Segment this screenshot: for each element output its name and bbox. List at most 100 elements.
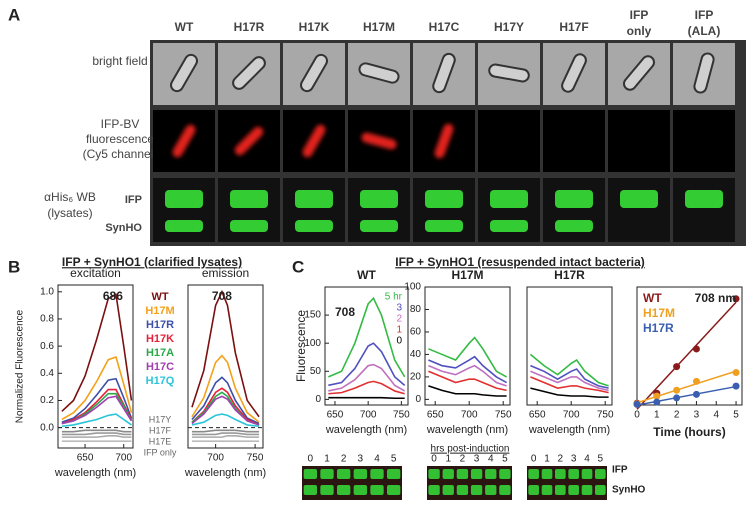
row-label: αHis₆ WB bbox=[44, 190, 96, 204]
spectrum-line bbox=[61, 395, 133, 425]
fluorescent-cell bbox=[234, 126, 264, 156]
annotation: 686 bbox=[103, 289, 123, 303]
spectrum-line bbox=[428, 370, 507, 392]
y-tick-label: 0 bbox=[315, 394, 321, 405]
y-axis-label: Normalized Fluorescence bbox=[15, 309, 26, 423]
blot-image bbox=[543, 178, 605, 242]
x-axis-label: wavelength (nm) bbox=[528, 424, 610, 436]
lane-label: 0 bbox=[531, 454, 537, 465]
annotation: 708 bbox=[212, 289, 232, 303]
panel-letter: B bbox=[8, 257, 20, 276]
data-point bbox=[692, 390, 700, 398]
cell bbox=[561, 53, 587, 93]
blot-band bbox=[685, 190, 723, 208]
spectrum-line bbox=[428, 355, 507, 384]
data-point bbox=[633, 400, 641, 408]
lane-label: 3 bbox=[571, 454, 577, 465]
lane-label: 5 bbox=[391, 454, 397, 465]
fluorescent-cell bbox=[361, 132, 397, 150]
column-header: H17M bbox=[363, 20, 395, 34]
gel-band bbox=[456, 485, 469, 495]
lane-label: 2 bbox=[558, 454, 564, 465]
x-tick-label: 750 bbox=[247, 453, 264, 464]
legend-entry: 2 bbox=[396, 314, 402, 325]
gel-band bbox=[470, 469, 483, 479]
lane-label: 0 bbox=[431, 454, 437, 465]
spectrum-line bbox=[530, 376, 609, 394]
legend-entry: 0 bbox=[396, 336, 402, 347]
y-tick-label: 100 bbox=[304, 338, 321, 349]
cell bbox=[623, 55, 655, 91]
row-label: (lysates) bbox=[47, 206, 92, 220]
y-tick-label: 0 bbox=[415, 394, 421, 405]
fit-line bbox=[636, 301, 737, 410]
blot-image bbox=[218, 178, 280, 242]
x-axis-label: wavelength (nm) bbox=[426, 424, 508, 436]
column-header: H17C bbox=[429, 20, 460, 34]
lane-label: 3 bbox=[474, 454, 480, 465]
legend-entry: H17M bbox=[145, 305, 174, 317]
legend-entry: 5 hr bbox=[385, 292, 403, 303]
spectrum-line bbox=[191, 354, 260, 423]
gel-band bbox=[499, 469, 511, 479]
gel-band bbox=[387, 485, 401, 495]
gel-band bbox=[337, 485, 351, 495]
gel-band bbox=[568, 485, 579, 495]
panel-letter: C bbox=[292, 257, 304, 276]
cell bbox=[358, 62, 400, 84]
cell bbox=[232, 56, 266, 90]
data-point bbox=[732, 369, 740, 377]
x-tick-label: 700 bbox=[115, 453, 132, 464]
cell bbox=[170, 53, 198, 93]
data-point bbox=[653, 398, 661, 406]
column-header: H17Y bbox=[494, 20, 524, 34]
y-tick-label: 0.4 bbox=[40, 368, 54, 379]
band-label: IFP bbox=[612, 465, 628, 476]
x-tick-label: 700 bbox=[207, 453, 224, 464]
blot-image bbox=[153, 178, 215, 242]
chart-title: excitation bbox=[70, 266, 121, 280]
blot-band bbox=[165, 190, 203, 208]
x-tick-label: 650 bbox=[427, 410, 444, 421]
blot-image bbox=[283, 178, 345, 242]
band-label: IFP bbox=[125, 194, 142, 206]
fit-line bbox=[636, 370, 737, 404]
x-tick-label: 1 bbox=[654, 410, 660, 421]
annotation: 708 nm bbox=[695, 291, 736, 305]
spectrum-line bbox=[61, 355, 133, 421]
chart-title: emission bbox=[202, 266, 249, 280]
plot-frame bbox=[57, 284, 134, 449]
column-header: H17R bbox=[234, 20, 265, 34]
lane-label: 1 bbox=[445, 454, 451, 465]
y-tick-label: 150 bbox=[304, 310, 321, 321]
x-tick-label: 650 bbox=[77, 453, 94, 464]
lane-label: 2 bbox=[460, 454, 466, 465]
legend-entry: 3 bbox=[396, 303, 402, 314]
y-tick-label: 50 bbox=[310, 366, 322, 377]
spectrum-line bbox=[191, 429, 260, 433]
x-tick-label: 5 bbox=[733, 410, 739, 421]
gel-band bbox=[555, 469, 566, 479]
blot-band bbox=[360, 220, 398, 232]
lane-label: 4 bbox=[374, 454, 380, 465]
gel-band bbox=[456, 469, 469, 479]
legend-entry: 1 bbox=[396, 325, 402, 336]
cell bbox=[693, 52, 715, 94]
blot-band bbox=[230, 220, 268, 232]
column-header: IFP only bbox=[627, 8, 652, 38]
column-header: H17K bbox=[299, 20, 330, 34]
gel-band bbox=[555, 485, 566, 495]
plot-frame bbox=[187, 284, 264, 449]
legend-entry: H17R bbox=[643, 321, 674, 335]
spectrum-line bbox=[61, 388, 133, 425]
spectrum-line bbox=[61, 377, 133, 423]
blot-band bbox=[490, 190, 528, 208]
x-tick-label: 750 bbox=[495, 410, 512, 421]
legend-entry: H17Q bbox=[146, 375, 175, 387]
legend-entry: H17E bbox=[149, 436, 172, 446]
annotation: 708 bbox=[335, 305, 355, 319]
blot-band bbox=[295, 220, 333, 232]
row-label: bright field bbox=[92, 54, 147, 68]
x-tick-label: 0 bbox=[634, 410, 640, 421]
gel-band bbox=[528, 469, 539, 479]
